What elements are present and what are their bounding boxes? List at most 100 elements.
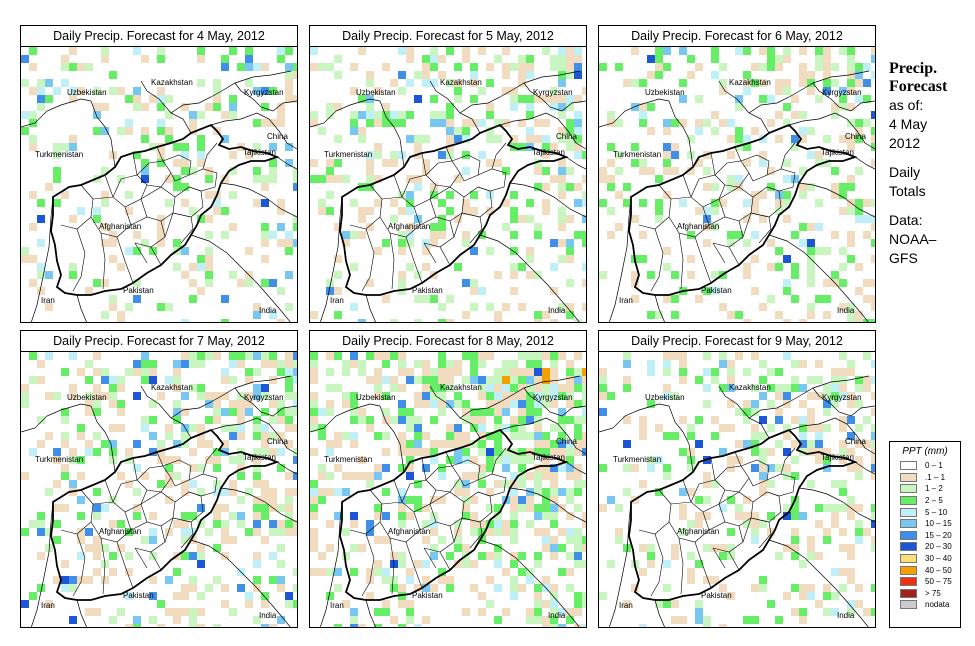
precip-cell <box>101 368 109 376</box>
precip-cell <box>478 432 486 440</box>
country-label: Afghanistan <box>677 527 719 536</box>
precip-cell <box>430 544 438 552</box>
precip-cell <box>534 600 542 608</box>
precip-cell <box>751 287 759 295</box>
precip-cell <box>277 560 285 568</box>
precip-cell <box>285 47 293 55</box>
precip-cell <box>261 239 269 247</box>
precip-cell <box>566 303 574 311</box>
precip-cell <box>221 207 229 215</box>
precip-cell <box>318 408 326 416</box>
country-label: India <box>259 306 277 315</box>
precip-cell <box>422 384 430 392</box>
province-border <box>112 174 148 208</box>
precip-cell <box>181 480 189 488</box>
country-border <box>30 196 54 322</box>
precip-cell <box>871 504 875 512</box>
precip-cell <box>502 480 510 488</box>
precip-cell <box>783 319 791 322</box>
precip-cell <box>77 496 85 504</box>
precip-cell <box>534 368 542 376</box>
precip-cell <box>550 95 558 103</box>
precip-cell <box>599 464 607 472</box>
precip-cell <box>438 384 446 392</box>
precip-cell <box>406 568 414 576</box>
precip-cell <box>478 464 486 472</box>
precip-cell <box>358 624 366 627</box>
precip-cell <box>189 279 197 287</box>
precip-cell <box>743 271 751 279</box>
precip-cell <box>414 376 422 384</box>
precip-cell <box>871 71 875 79</box>
precip-cell <box>237 400 245 408</box>
province-border <box>445 451 453 467</box>
precip-cell <box>269 143 277 151</box>
precip-cell <box>823 504 831 512</box>
precip-cell <box>149 616 157 624</box>
precip-cell <box>607 119 615 127</box>
precip-cell <box>245 63 253 71</box>
precip-cell <box>558 127 566 135</box>
country-label: Iran <box>330 296 344 305</box>
precip-cell <box>470 496 478 504</box>
precip-cell <box>261 352 269 360</box>
precip-cell <box>566 456 574 464</box>
precip-cell <box>807 247 815 255</box>
precip-cell <box>45 79 53 87</box>
precip-cell <box>783 175 791 183</box>
precip-cell <box>29 223 37 231</box>
precip-cell <box>101 55 109 63</box>
precip-cell <box>205 175 213 183</box>
precip-cell <box>189 624 197 627</box>
precip-cell <box>326 544 334 552</box>
precip-cell <box>735 95 743 103</box>
precip-cell <box>438 360 446 368</box>
precip-cell <box>831 608 839 616</box>
precip-cell <box>181 167 189 175</box>
precip-cell <box>326 352 334 360</box>
legend-swatch <box>900 530 917 540</box>
precip-cell <box>775 311 783 319</box>
precip-cell <box>799 584 807 592</box>
precip-cell <box>823 63 831 71</box>
precip-cell <box>37 215 45 223</box>
precip-cell <box>791 472 799 480</box>
precip-cell <box>45 271 53 279</box>
precip-cell <box>374 624 382 627</box>
precip-cell <box>767 167 775 175</box>
precip-cell <box>366 279 374 287</box>
precip-cell <box>398 384 406 392</box>
precip-cell <box>422 135 430 143</box>
precip-cell <box>334 352 342 360</box>
precip-cell <box>85 440 93 448</box>
precip-cell <box>53 520 61 528</box>
precip-cell <box>534 376 542 384</box>
precip-cell <box>526 103 534 111</box>
precip-cell <box>582 592 586 600</box>
forecast-panel-3: Daily Precip. Forecast for 6 May, 2012 U… <box>598 25 876 323</box>
precip-cell <box>639 568 647 576</box>
precip-cell <box>93 352 101 360</box>
country-border <box>523 387 586 417</box>
precip-cell <box>534 448 542 456</box>
precip-cells <box>21 352 297 627</box>
precip-cell <box>566 400 574 408</box>
precip-cell <box>871 239 875 247</box>
precip-cell <box>261 536 269 544</box>
precip-cell <box>326 368 334 376</box>
precip-cell <box>518 456 526 464</box>
province-border <box>130 216 166 248</box>
precip-cell <box>799 127 807 135</box>
precip-cell <box>558 448 566 456</box>
precip-cell <box>37 103 45 111</box>
precip-cell <box>253 352 261 360</box>
precip-cell <box>855 504 863 512</box>
precip-cell <box>639 119 647 127</box>
precip-cell <box>430 552 438 560</box>
precip-cell <box>470 560 478 568</box>
country-border <box>499 112 586 150</box>
precip-cell <box>414 183 422 191</box>
precip-cell <box>342 552 350 560</box>
precip-cell <box>582 175 586 183</box>
precip-cell <box>783 119 791 127</box>
